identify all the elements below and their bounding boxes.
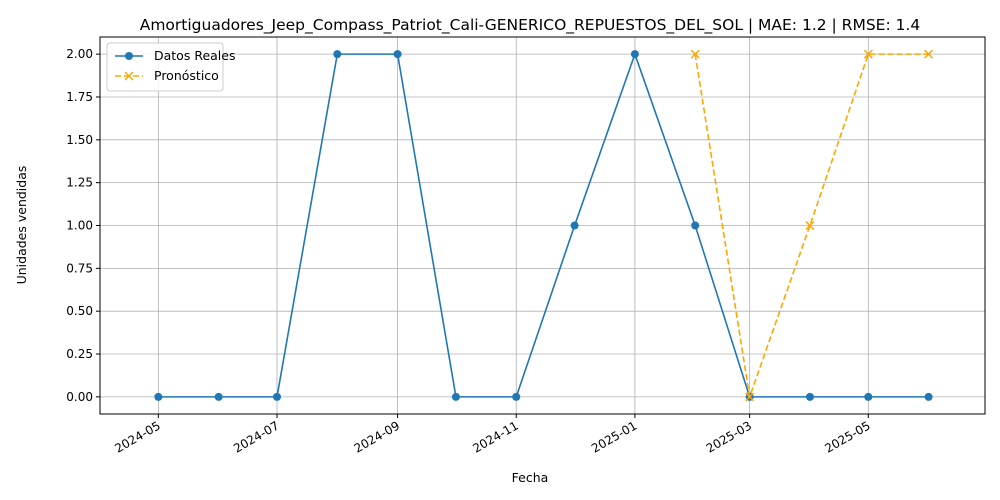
y-tick-label: 2.00 <box>66 47 93 61</box>
data-point <box>451 392 460 401</box>
forecast-point <box>863 49 873 59</box>
legend-marker-datos-reales <box>125 52 133 60</box>
series-line-pronostico <box>694 53 929 398</box>
series-line-datos-reales <box>158 51 929 398</box>
data-point <box>154 392 163 401</box>
y-tick-label: 1.25 <box>66 176 93 190</box>
y-tick-label: 1.50 <box>66 133 93 147</box>
series-pronostico <box>690 49 934 402</box>
y-tick-label: 0.00 <box>66 390 93 404</box>
legend-label-pronostico: Pronóstico <box>154 68 219 83</box>
data-point <box>214 392 223 401</box>
y-tick-label: 0.75 <box>66 261 93 275</box>
x-tick-label: 2024-07 <box>231 418 281 455</box>
legend-label-datos-reales: Datos Reales <box>154 48 235 63</box>
data-point <box>864 392 873 401</box>
chart-title: Amortiguadores_Jeep_Compass_Patriot_Cali… <box>140 16 921 35</box>
grid <box>100 37 985 414</box>
data-point <box>570 221 579 230</box>
forecast-point <box>924 49 934 59</box>
x-tick-label: 2025-01 <box>589 418 639 455</box>
data-point <box>924 392 933 401</box>
forecast-point <box>745 392 755 402</box>
y-tick-label: 0.50 <box>66 304 93 318</box>
data-point <box>691 221 700 230</box>
x-tick-label: 2024-05 <box>112 418 162 455</box>
data-point <box>333 50 342 59</box>
data-point <box>393 50 402 59</box>
series-layer <box>154 49 934 402</box>
x-tick-label: 2025-05 <box>822 418 872 455</box>
data-point <box>273 392 281 401</box>
forecast-point <box>690 49 700 59</box>
x-axis-label: Fecha <box>512 470 549 485</box>
legend: Datos Reales Pronóstico <box>106 42 235 92</box>
data-point <box>805 392 814 401</box>
x-tick-label: 2025-03 <box>704 418 754 455</box>
forecast-point <box>805 220 815 231</box>
x-tick-label: 2024-11 <box>470 418 520 455</box>
legend-marker-pronostico <box>124 71 134 81</box>
series-datos-reales <box>154 50 933 401</box>
x-tick-label: 2024-09 <box>352 418 402 455</box>
y-tick-label: 1.75 <box>66 90 93 104</box>
data-point <box>512 392 521 401</box>
data-point <box>630 50 639 59</box>
legend-box <box>106 42 224 92</box>
y-axis-label: Unidades vendidas <box>14 166 29 285</box>
y-tick-label: 1.00 <box>66 219 93 233</box>
y-tick-label: 0.25 <box>66 347 93 361</box>
